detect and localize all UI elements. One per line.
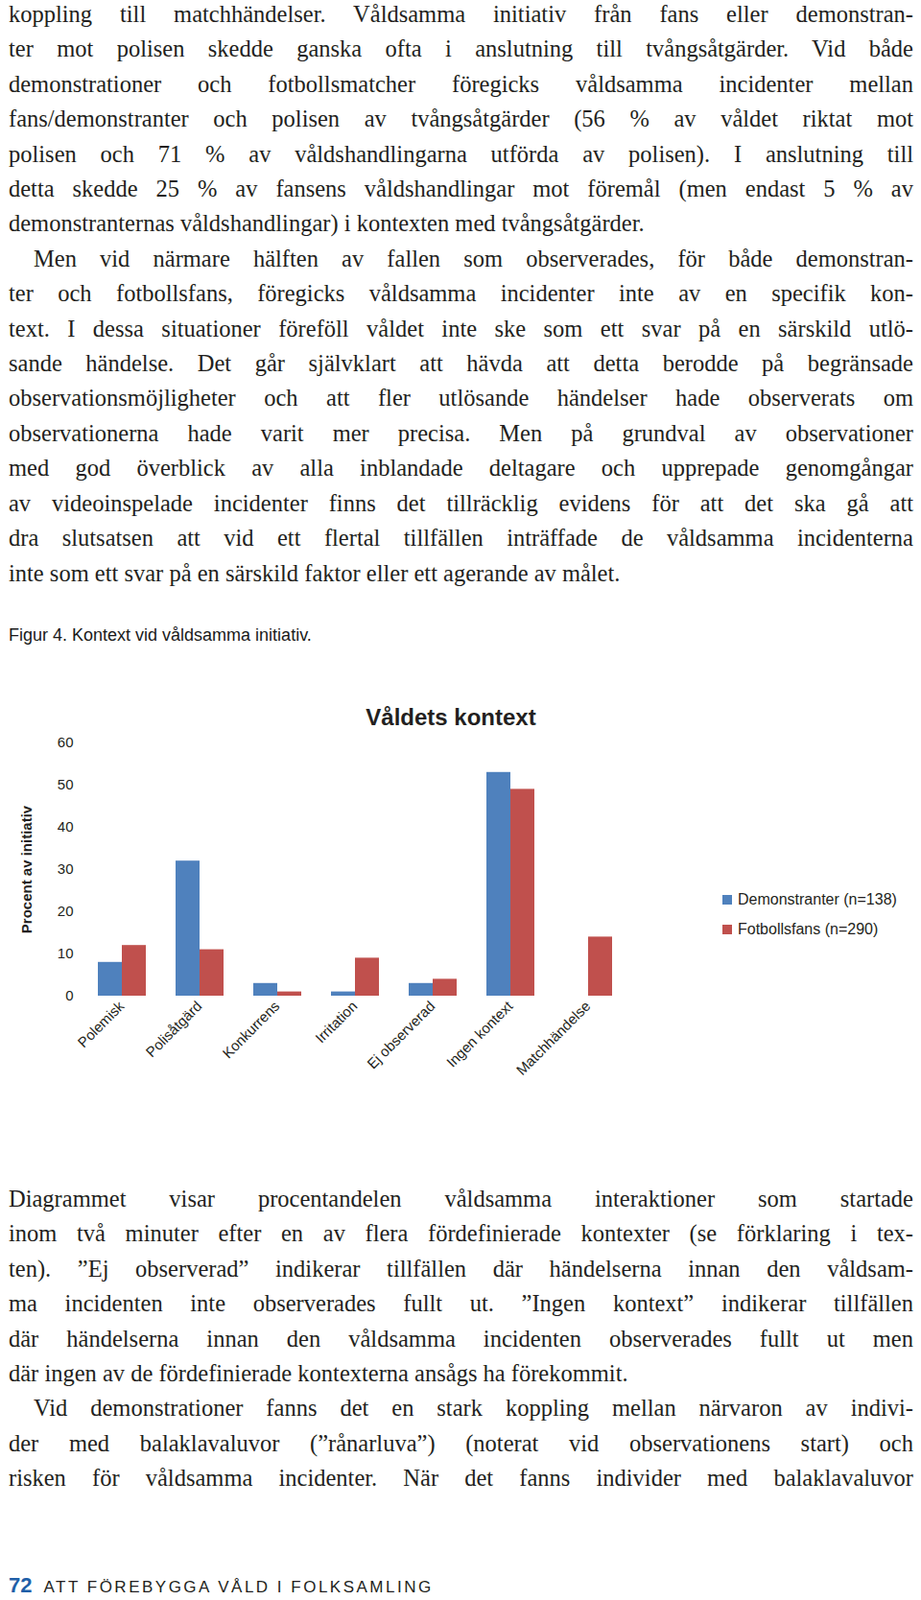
html-text:detta skedde 25 % av fansens v: detta skedde 25 % av fansens våldshandli… xyxy=(8,175,914,202)
svg-text:Matchhändelse: Matchhändelse xyxy=(513,997,594,1079)
svg-text:Procent av initiativ: Procent av initiativ xyxy=(18,804,35,934)
svg-text:Ej observerad: Ej observerad xyxy=(363,997,438,1072)
html-text:72: 72 xyxy=(8,1573,33,1598)
svg-text:Ingen kontext: Ingen kontext xyxy=(443,996,517,1070)
svg-text:20: 20 xyxy=(57,902,74,920)
svg-text:Irritation: Irritation xyxy=(311,997,360,1046)
html-text:Men vid närmare hälften av fal: Men vid närmare hälften av fallen som ob… xyxy=(33,245,914,272)
html-text:Våldets kontext: Våldets kontext xyxy=(365,704,537,731)
html-text:ter och fotbollsfans, föregick: ter och fotbollsfans, föregicks våldsamm… xyxy=(8,280,914,307)
svg-text:0: 0 xyxy=(65,987,73,1004)
html-text:Fotbollsfans (n=290): Fotbollsfans (n=290) xyxy=(737,920,879,937)
svg-text:40: 40 xyxy=(57,818,74,835)
html-text:fans/demonstranter och polisen: fans/demonstranter och polisen av tvångs… xyxy=(8,105,914,132)
html-text:dra slutsatsen att vid ett fle: dra slutsatsen att vid ett flertal tillf… xyxy=(8,524,914,551)
html-text:der med balaklavaluvor (”rånar: der med balaklavaluvor (”rånarluva”) (no… xyxy=(8,1430,914,1457)
html-text:sande händelse. Det går självk: sande händelse. Det går självklart att h… xyxy=(8,350,914,377)
html-text:Figur 4. Kontext vid våldsamma: Figur 4. Kontext vid våldsamma initiativ… xyxy=(8,625,312,645)
html-text:ATT FÖREBYGGA VÅLD I FOLKSAMLI: ATT FÖREBYGGA VÅLD I FOLKSAMLING xyxy=(43,1578,434,1597)
svg-text:50: 50 xyxy=(57,776,74,793)
svg-text:Konkurrens: Konkurrens xyxy=(218,997,283,1062)
html-text:där händelserna innan den våld: där händelserna innan den våldsamma inci… xyxy=(8,1325,914,1352)
html-text:observationerna hade varit mer: observationerna hade varit mer precisa. … xyxy=(8,420,914,447)
html-text:text. I dessa situationer före: text. I dessa situationer föreföll vålde… xyxy=(8,315,914,342)
svg-text:30: 30 xyxy=(57,860,74,877)
html-text:ter mot polisen skedde ganska: ter mot polisen skedde ganska ofta i ans… xyxy=(8,35,914,62)
html-text:ma incidenten inte observerade: ma incidenten inte observerades fullt ut… xyxy=(8,1290,914,1317)
html-text:med god överblick av alla inbl: med god överblick av alla inblandade del… xyxy=(8,455,914,481)
html-text:av videoinspelade incidenter f: av videoinspelade incidenter finns det t… xyxy=(8,489,914,516)
html-text:polisen och 71 % av våldshandl: polisen och 71 % av våldshandlingarna ut… xyxy=(8,140,914,167)
svg-text:Polisåtgärd: Polisåtgärd xyxy=(141,997,205,1061)
html-text:inom två minuter efter en av f: inom två minuter efter en av flera förde… xyxy=(8,1220,914,1247)
html-text:risken för våldsamma incidente: risken för våldsamma incidenter. När det… xyxy=(8,1465,914,1492)
html-text:Vid demonstrationer fanns det: Vid demonstrationer fanns det en stark k… xyxy=(33,1395,914,1422)
html-text:demonstrationer och fotbollsma: demonstrationer och fotbollsmatcher före… xyxy=(8,70,914,97)
html-text:demonstranternas våldshandling: demonstranternas våldshandlingar) i kont… xyxy=(8,210,645,237)
svg-text:Polemisk: Polemisk xyxy=(73,997,127,1051)
html-text:observationsmöjligheter och at: observationsmöjligheter och att fler utl… xyxy=(8,385,914,412)
html-text:Demonstranter (n=138): Demonstranter (n=138) xyxy=(737,890,897,908)
html-text:där ingen av de fördefinierade: där ingen av de fördefinierade kontexter… xyxy=(8,1360,629,1387)
html-text:koppling till matchhändelser.: koppling till matchhändelser. Våldsamma … xyxy=(8,0,914,27)
svg-text:10: 10 xyxy=(57,944,74,962)
html-text:inte som ett svar på en särski: inte som ett svar på en särskild faktor … xyxy=(8,559,621,586)
svg-text:60: 60 xyxy=(57,733,74,751)
html-text:ten). ”Ej observerad” indikera: ten). ”Ej observerad” indikerar tillfäll… xyxy=(8,1255,914,1282)
html-text:Diagrammet visar procentandele: Diagrammet visar procentandelen våldsamm… xyxy=(8,1185,914,1212)
